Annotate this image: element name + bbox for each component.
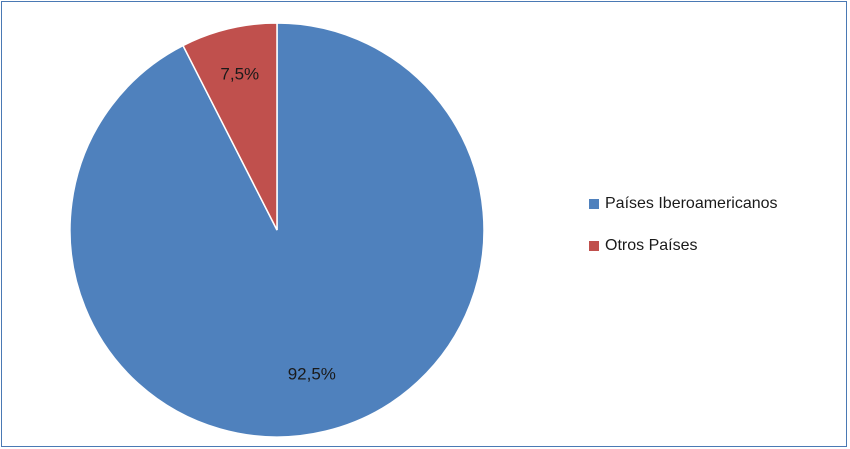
legend-label-otros: Otros Países <box>605 237 698 254</box>
data-label-0: 92,5% <box>288 364 336 383</box>
legend-swatch-iberoamericanos <box>589 199 599 209</box>
data-label-1: 7,5% <box>220 64 259 83</box>
legend-item-otros: Otros Países <box>589 236 778 256</box>
legend: Países Iberoamericanos Otros Países <box>589 194 778 278</box>
legend-item-iberoamericanos: Países Iberoamericanos <box>589 194 778 214</box>
legend-label-iberoamericanos: Países Iberoamericanos <box>605 195 778 212</box>
pie-slice-1 <box>182 22 278 231</box>
legend-swatch-otros <box>589 241 599 251</box>
pie-slice-0 <box>69 22 485 438</box>
